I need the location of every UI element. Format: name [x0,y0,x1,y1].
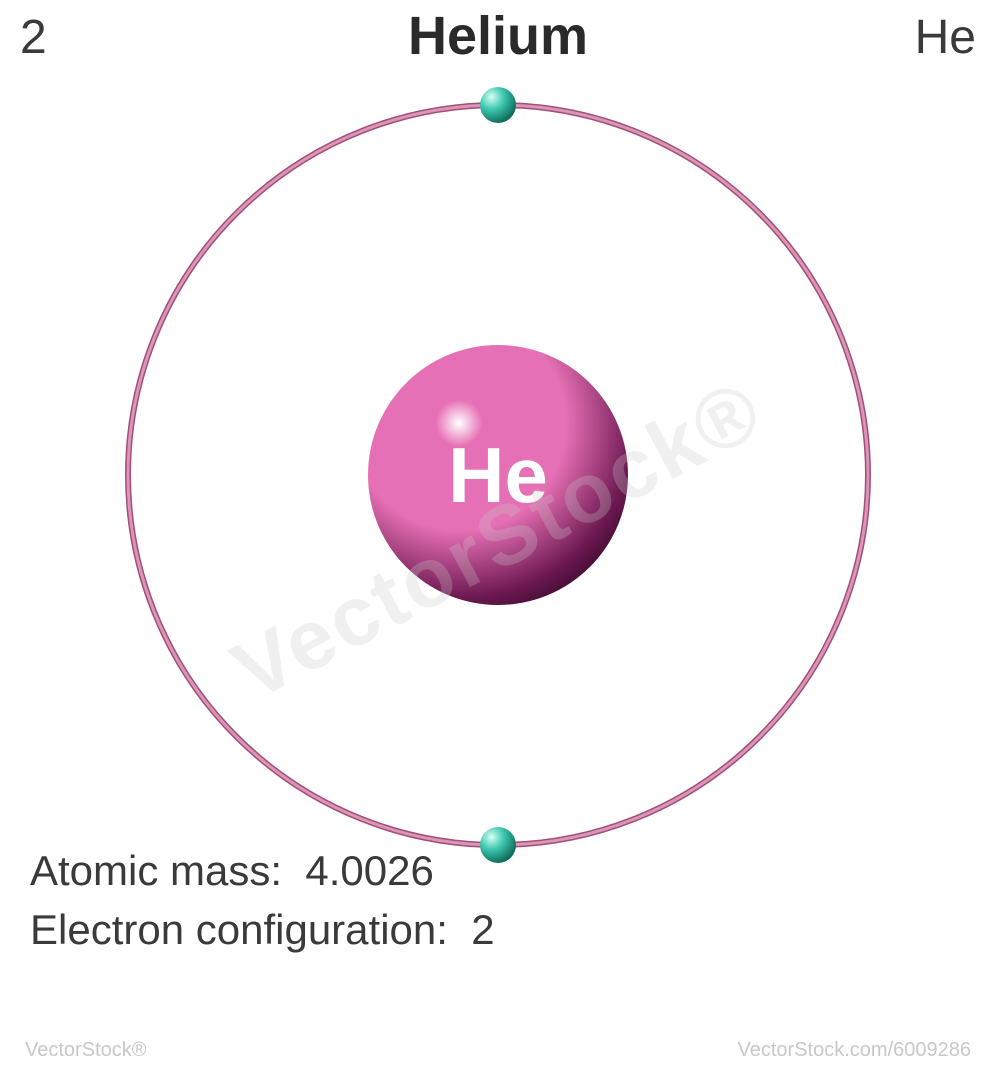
info-section: Atomic mass: 4.0026 Electron configurati… [30,842,495,960]
atomic-mass-value: 4.0026 [305,847,433,894]
header: 2 Helium He [0,0,996,80]
electron-config-value: 2 [471,906,494,953]
watermark-id: VectorStock.com/6009286 [738,1039,971,1062]
electron-config-line: Electron configuration: 2 [30,901,495,960]
atomic-mass-label: Atomic mass: [30,847,282,894]
element-name: Helium [408,5,588,67]
electron-0 [480,87,516,123]
element-symbol-header: He [915,10,976,65]
atomic-mass-line: Atomic mass: 4.0026 [30,842,495,901]
watermark-brand: VectorStock® [25,1039,146,1062]
nucleus-label: He [448,431,548,519]
atomic-number: 2 [20,10,47,65]
atom-diagram: He [108,85,888,865]
electron-config-label: Electron configuration: [30,906,448,953]
